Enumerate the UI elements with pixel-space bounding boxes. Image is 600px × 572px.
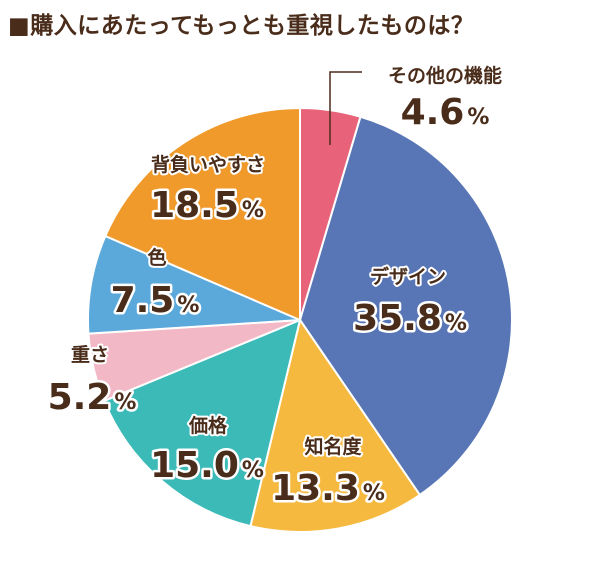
- slice-value-label: 7.5%: [111, 280, 200, 321]
- slice-label: 重さ: [71, 344, 109, 366]
- slice-value-label: 18.5%: [150, 185, 264, 226]
- pie-slice: [102, 318, 302, 528]
- leader-line: [329, 71, 362, 145]
- slice-value-label: 5.2%: [48, 377, 137, 418]
- slice-value-label: 4.6%: [401, 92, 490, 133]
- pie-slices: [87, 106, 513, 533]
- slice-label: デザイン: [370, 265, 446, 288]
- slice-value-label: 35.8%: [353, 298, 467, 339]
- pie-labels: その他の機能 4.6 % デザイン 35.8 % 知名度 13.3 % 価格 15.0 % 重さ 5.2%…: [45, 62, 504, 512]
- slice-label: その他の機能: [388, 64, 502, 87]
- pie-slice: [298, 115, 513, 497]
- slice-label: 色: [147, 246, 166, 269]
- slice-value-label: 15.0%: [150, 445, 264, 486]
- pie-slice: [249, 317, 422, 533]
- slice-label: 知名度: [304, 435, 362, 458]
- slice-label: 価格: [188, 414, 228, 437]
- pie-slice: [104, 106, 301, 322]
- chart-title: ■購入にあたってもっとも重視したものは？: [8, 13, 475, 39]
- slice-value-label: 13.3%: [271, 468, 385, 509]
- slice-label: 背負いやすさ: [151, 153, 265, 176]
- pie-slice: [87, 234, 301, 335]
